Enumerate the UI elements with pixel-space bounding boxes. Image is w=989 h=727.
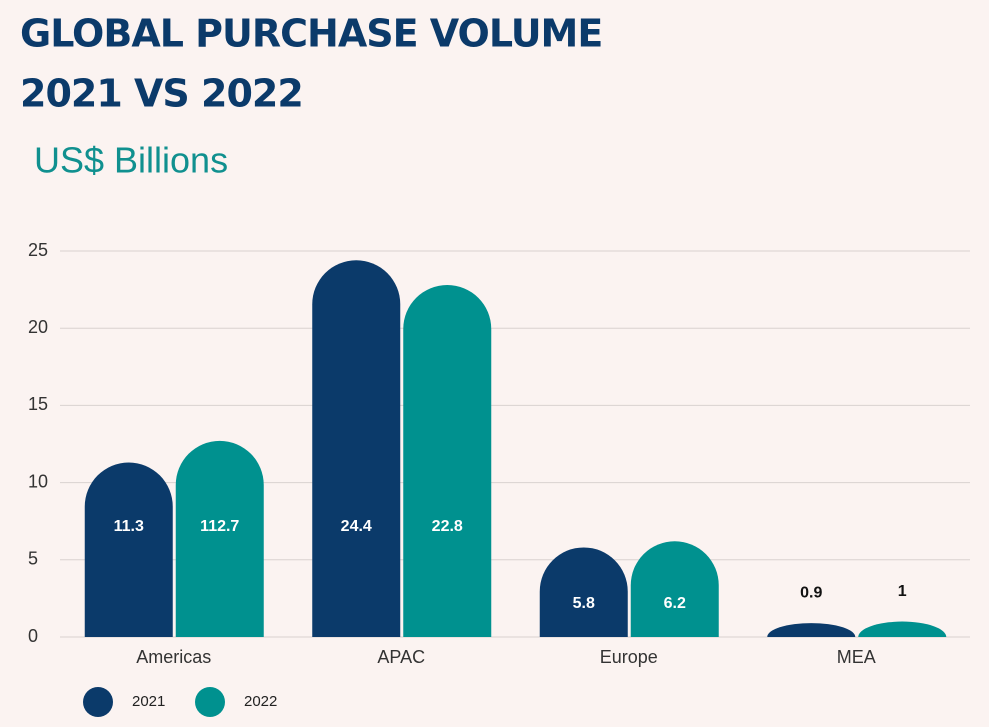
value-label: 22.8 [432,518,463,535]
x-tick-label: MEA [837,647,876,667]
bar [312,260,401,637]
bar [858,621,947,637]
legend-swatch [83,687,113,717]
y-tick-label: 5 [28,549,38,569]
legend-swatch [195,687,225,717]
value-label: 11.3 [114,518,144,535]
bar [175,440,264,637]
value-label: 0.9 [800,584,822,601]
value-label: 1 [898,583,907,600]
bar [539,547,628,637]
y-tick-label: 10 [28,471,48,491]
bar [403,284,492,637]
value-label: 5.8 [573,595,595,612]
bar [84,462,173,637]
x-tick-label: Americas [136,647,211,667]
x-tick-label: Europe [600,647,658,667]
y-tick-label: 15 [28,394,48,414]
value-label: 24.4 [341,518,372,535]
y-tick-label: 20 [28,317,48,337]
x-tick-label: APAC [377,647,425,667]
legend-label: 2021 [132,693,165,710]
chart-title-line: 2021 VS 2022 [20,72,303,116]
y-tick-label: 25 [28,240,48,260]
bar [630,541,719,637]
legend-label: 2022 [244,693,277,710]
chart-title: GLOBAL PURCHASE VOLUME [20,12,602,56]
bar [767,623,856,637]
y-tick-label: 0 [28,626,38,646]
value-label: 112.7 [200,518,239,535]
chart-subtitle: US$ Billions [34,140,228,181]
value-label: 6.2 [664,595,686,612]
